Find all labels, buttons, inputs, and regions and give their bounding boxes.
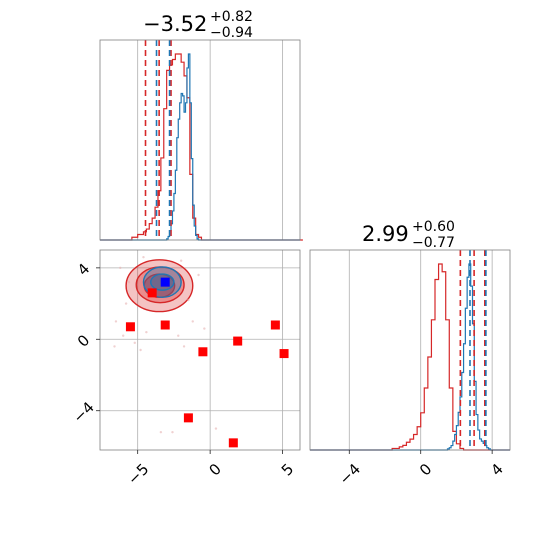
title-param1-value: −3.52 xyxy=(143,12,207,36)
joint-sample-point xyxy=(159,430,163,434)
joint-sample-point xyxy=(121,334,125,337)
joint-sample-point xyxy=(214,427,218,430)
joint-point xyxy=(233,336,243,346)
joint-sample-point xyxy=(133,341,136,345)
joint-point xyxy=(147,288,157,298)
joint-point xyxy=(228,438,238,448)
title-param1-minus: −0.94 xyxy=(210,25,253,41)
p2-xtick-label: 4 xyxy=(487,460,506,479)
joint-sample-point xyxy=(119,266,122,270)
joint-sample-point xyxy=(171,430,174,434)
title-param2: 2.99 +0.60 −0.77 xyxy=(362,219,455,251)
p1-hist-red xyxy=(100,53,303,241)
joint-point xyxy=(279,349,289,359)
joint-sample-point xyxy=(197,273,200,277)
joint-xtick-label: −5 xyxy=(124,460,152,488)
joint-point xyxy=(198,347,208,357)
joint-point xyxy=(160,320,170,330)
joint-sample-point xyxy=(142,255,145,259)
joint-point xyxy=(183,413,193,423)
joint-sample-point xyxy=(182,345,186,348)
joint-sample-point xyxy=(114,320,118,323)
panel-param2-hist: −4 0 4 2.99 +0.60 −0.77 xyxy=(309,219,511,488)
joint-sample-point xyxy=(203,327,206,330)
joint-sample-point xyxy=(145,330,148,334)
title-param1-plus: +0.82 xyxy=(210,9,253,25)
joint-sample-point xyxy=(113,345,116,348)
title-param1: −3.52 +0.82 −0.94 xyxy=(143,9,253,41)
panel-param1-hist: −3.52 +0.82 −0.94 xyxy=(99,9,303,241)
panel-param2-frame xyxy=(309,249,511,451)
joint-sample-point xyxy=(179,259,183,262)
p2-hist-red xyxy=(310,263,510,451)
joint-truth-point xyxy=(160,277,170,287)
joint-point xyxy=(270,320,280,330)
joint-sample-point xyxy=(124,302,128,305)
p2-hist-blue xyxy=(310,263,510,451)
joint-xtick-label: 5 xyxy=(278,460,297,479)
joint-sample-point xyxy=(127,280,131,284)
joint-ytick-label: 0 xyxy=(74,331,93,350)
p2-xtick-label: −4 xyxy=(336,460,364,488)
joint-ytick-label: −4 xyxy=(69,398,97,426)
title-param2-minus: −0.77 xyxy=(412,235,455,251)
joint-sample-point xyxy=(139,348,142,352)
joint-sample-point xyxy=(187,298,190,302)
joint-xtick-label: 0 xyxy=(205,460,224,479)
panel-param1-frame xyxy=(99,39,301,241)
p1-hist-blue xyxy=(100,53,300,241)
panel-joint-frame xyxy=(99,249,301,451)
title-param2-plus: +0.60 xyxy=(412,219,455,235)
joint-sample-point xyxy=(177,334,180,337)
panel-joint: −5 0 5 −4 0 4 xyxy=(69,249,301,488)
joint-point xyxy=(125,322,135,332)
p2-xtick-label: 0 xyxy=(416,460,435,479)
title-param2-value: 2.99 xyxy=(362,222,409,246)
joint-sample-point xyxy=(191,320,194,323)
joint-ytick-label: 4 xyxy=(74,260,93,279)
